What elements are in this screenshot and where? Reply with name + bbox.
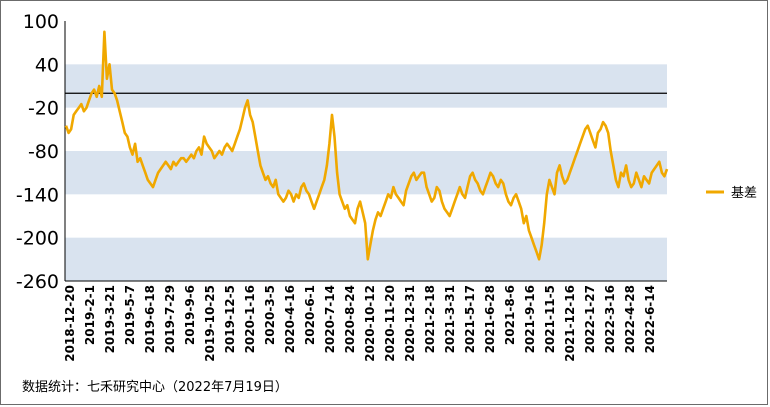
x-tick-label: 2019-6-18 (143, 285, 157, 353)
axes (64, 21, 667, 282)
x-tick-label: 2019-10-25 (203, 285, 217, 362)
x-tick-label: 2022-6-14 (643, 285, 657, 353)
x-tick-label: 2022-3-16 (603, 285, 617, 353)
legend: 基差 (706, 186, 757, 201)
x-tick-label: 2019-5-7 (123, 285, 137, 345)
legend-label: 基差 (731, 186, 757, 201)
x-tick-label: 2020-7-14 (323, 285, 337, 353)
x-tick-label: 2019-2-1 (83, 285, 97, 345)
x-tick-label: 2021-2-18 (423, 285, 437, 353)
x-tick-label: 2021-6-28 (483, 285, 497, 353)
x-tick-label: 2022-4-28 (623, 285, 637, 353)
y-tick-label: -140 (16, 184, 59, 206)
x-tick-label: 2020-11-20 (383, 285, 397, 362)
x-axis-ticks: 2018-12-20 2019-2-1 2019-3-21 2019-5-7 2019-… (63, 285, 657, 362)
x-tick-label: 2021-9-16 (523, 285, 537, 353)
series-basis-line (64, 30, 669, 261)
x-tick-label: 2021-11-5 (543, 285, 557, 353)
x-tick-label: 2019-3-21 (103, 285, 117, 353)
x-tick-label: 2020-1-16 (243, 285, 257, 353)
band-1 (65, 151, 667, 195)
x-tick-label: 2018-12-20 (63, 285, 77, 362)
x-tick-label: 2021-12-16 (563, 285, 577, 362)
x-tick-label: 2022-1-27 (583, 285, 597, 353)
y-tick-label: -260 (16, 271, 59, 293)
x-tick-label: 2021-8-6 (503, 285, 517, 345)
y-tick-label: 40 (35, 54, 59, 76)
y-tick-label: -80 (28, 141, 59, 163)
series-layer (64, 30, 669, 261)
x-tick-label: 2020-3-5 (263, 285, 277, 345)
x-tick-label: 2021-5-17 (463, 285, 477, 353)
y-tick-label: -20 (28, 98, 59, 120)
x-tick-label: 2020-10-12 (363, 285, 377, 362)
source-note: 数据统计：七禾研究中心（2022年7月19日） (22, 380, 288, 395)
x-tick-label: 2020-4-16 (283, 285, 297, 353)
x-tick-label: 2020-8-24 (343, 285, 357, 353)
y-tick-label: 100 (23, 11, 59, 33)
x-tick-label: 2019-9-6 (183, 285, 197, 345)
x-tick-label: 2019-7-29 (163, 285, 177, 353)
x-tick-label: 2020-6-1 (303, 285, 317, 345)
x-tick-label: 2019-12-5 (223, 285, 237, 353)
y-tick-label: -200 (16, 228, 59, 250)
band-0 (65, 64, 667, 108)
x-tick-label: 2020-12-31 (403, 285, 417, 362)
x-tick-label: 2021-3-31 (443, 285, 457, 353)
y-axis-ticks: 100 40 -20 -80 -140 -200 -260 (16, 11, 59, 293)
